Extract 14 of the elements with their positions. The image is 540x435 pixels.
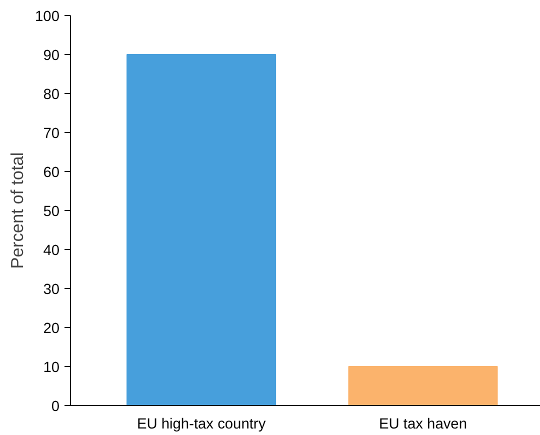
y-tick-label: 100 bbox=[35, 9, 60, 25]
y-tick-label: 60 bbox=[43, 165, 60, 181]
y-tick-label: 90 bbox=[43, 48, 60, 64]
y-tick-label: 0 bbox=[51, 399, 60, 415]
y-axis-title: Percent of total bbox=[7, 152, 28, 269]
x-tick-label: EU tax haven bbox=[379, 416, 468, 432]
y-tick-label: 10 bbox=[43, 360, 60, 376]
y-tick-label: 50 bbox=[43, 204, 60, 220]
y-tick-label: 70 bbox=[43, 126, 60, 142]
y-tick-label: 80 bbox=[43, 87, 60, 103]
y-tick-label: 30 bbox=[43, 282, 60, 298]
x-tick-label: EU high-tax country bbox=[136, 416, 266, 432]
y-tick-label: 20 bbox=[43, 321, 60, 337]
y-tick-label: 40 bbox=[43, 243, 60, 259]
